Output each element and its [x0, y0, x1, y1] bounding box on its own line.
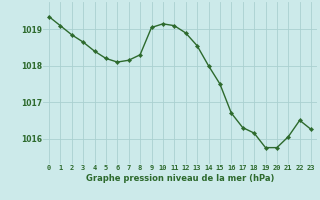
- X-axis label: Graphe pression niveau de la mer (hPa): Graphe pression niveau de la mer (hPa): [86, 174, 274, 183]
